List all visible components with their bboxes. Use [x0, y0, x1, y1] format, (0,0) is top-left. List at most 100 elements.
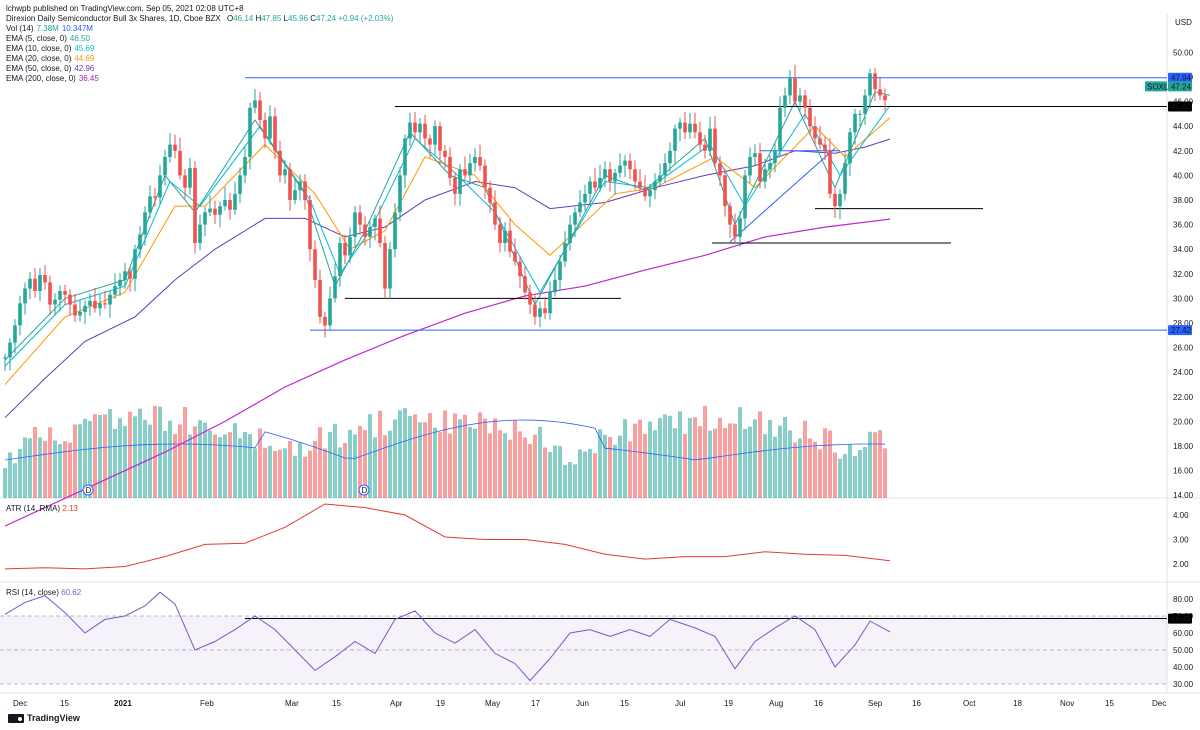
- candle-body: [373, 218, 377, 228]
- candle-body: [848, 132, 852, 164]
- candle-body: [418, 123, 422, 133]
- volume-bar: [298, 442, 302, 498]
- volume-bar: [303, 456, 307, 498]
- volume-bar: [23, 437, 27, 498]
- candle-body: [93, 300, 97, 309]
- indicator-ema200[interactable]: EMA (200, close, 0) 36.45: [6, 74, 393, 84]
- volume-bar: [848, 444, 852, 498]
- candle-body: [518, 261, 522, 277]
- y-tick-label: 20.00: [1173, 417, 1194, 426]
- candle-body: [408, 122, 412, 139]
- volume-bar: [428, 413, 432, 498]
- symbol-line[interactable]: Direxion Daily Semiconductor Bull 3x Sha…: [6, 14, 393, 24]
- candle-body: [533, 304, 537, 317]
- rsi-label: RSI (14, close): [6, 588, 59, 597]
- candle-body: [288, 169, 292, 200]
- volume-bar: [788, 430, 792, 498]
- dividend-marker-icon: [358, 484, 370, 496]
- candle-body: [238, 175, 242, 194]
- candle-body: [463, 169, 467, 176]
- ema50-value: 42.96: [74, 64, 95, 73]
- volume-bar: [278, 449, 282, 498]
- candle-body: [478, 156, 482, 166]
- candle-body: [873, 73, 877, 90]
- candle-body: [323, 316, 327, 326]
- vol-label: Vol (14): [6, 24, 34, 33]
- atr-legend[interactable]: ATR (14, RMA) 2.13: [6, 504, 78, 513]
- volume-bar: [183, 406, 187, 498]
- indicator-ema20[interactable]: EMA (20, close, 0) 44.69: [6, 54, 393, 64]
- candle-body: [88, 300, 92, 306]
- candle-body: [603, 169, 607, 178]
- open-value: 46.14: [233, 14, 254, 23]
- volume-bar: [778, 425, 782, 498]
- candle-body: [558, 261, 562, 280]
- candle-body: [358, 212, 362, 225]
- candle-body: [613, 172, 617, 182]
- candle-body: [233, 193, 237, 210]
- volume-bar: [538, 426, 542, 498]
- tradingview-footer[interactable]: TradingView: [8, 713, 80, 723]
- candle-body: [263, 120, 267, 139]
- volume-bar: [308, 450, 312, 498]
- indicator-ema10[interactable]: EMA (10, close, 0) 45.69: [6, 44, 393, 54]
- candle-body: [53, 299, 57, 305]
- volume-bar: [488, 433, 492, 498]
- candle-body: [63, 291, 67, 295]
- candle-body: [228, 200, 232, 210]
- volume-bar: [108, 409, 112, 498]
- rsi-legend[interactable]: RSI (14, close) 60.62: [6, 588, 81, 597]
- x-tick-label: 18: [1013, 699, 1022, 708]
- candle-body: [98, 303, 102, 309]
- candle-body: [498, 224, 502, 244]
- atr-tick-label: 4.00: [1173, 511, 1189, 520]
- volume-bar: [258, 428, 262, 498]
- volume-bar: [318, 427, 322, 498]
- candle-body: [48, 282, 52, 305]
- volume-bar: [698, 426, 702, 498]
- candle-body: [568, 224, 572, 244]
- candle-body: [158, 175, 162, 198]
- candle-body: [193, 168, 197, 244]
- volume-bar: [203, 422, 207, 498]
- candle-body: [593, 181, 597, 188]
- indicator-ema50[interactable]: EMA (50, close, 0) 42.96: [6, 64, 393, 74]
- indicator-vol[interactable]: Vol (14) 7.38M 10.347M: [6, 24, 393, 34]
- x-tick-label: 2021: [114, 699, 132, 708]
- volume-bar: [583, 451, 587, 498]
- y-tick-label: 22.00: [1173, 393, 1194, 402]
- y-tick-label: 24.00: [1173, 368, 1194, 377]
- candle-body: [108, 294, 112, 305]
- volume-bar: [313, 441, 317, 498]
- volume-bar: [468, 426, 472, 498]
- candle-body: [58, 291, 62, 300]
- volume-bar: [678, 411, 682, 498]
- candle-body: [703, 144, 707, 151]
- volume-bar: [553, 445, 557, 498]
- volume-bar: [833, 452, 837, 498]
- volume-bar: [688, 417, 692, 498]
- volume-bar: [483, 418, 487, 498]
- candle-body: [653, 181, 657, 191]
- volume-bar: [198, 420, 202, 498]
- volume-bar: [693, 417, 697, 498]
- brand-label: TradingView: [27, 713, 80, 723]
- indicator-ema5[interactable]: EMA (5, close, 0) 46.50: [6, 34, 393, 44]
- atr-tick-label: 3.00: [1173, 536, 1189, 545]
- candle-body: [403, 138, 407, 176]
- volume-bar: [128, 411, 132, 498]
- x-tick-label: 17: [531, 699, 540, 708]
- candle-body: [638, 181, 642, 188]
- volume-bar: [103, 414, 107, 498]
- atr-tick-label: 2.00: [1173, 560, 1189, 569]
- candle-body: [253, 100, 257, 108]
- ema20-value: 44.69: [74, 54, 95, 63]
- x-tick-label: 15: [332, 699, 341, 708]
- volume-bar: [418, 422, 422, 498]
- volume-bar: [58, 444, 62, 498]
- ema10-label: EMA (10, close, 0): [6, 44, 72, 53]
- volume-bar: [783, 416, 787, 498]
- candle-body: [643, 187, 647, 197]
- candle-body: [883, 95, 887, 101]
